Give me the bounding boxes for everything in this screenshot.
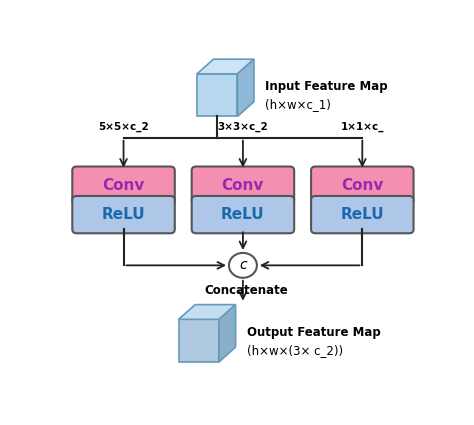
Text: ReLU: ReLU bbox=[221, 207, 265, 222]
Text: 1×1×c_: 1×1×c_ bbox=[340, 122, 384, 132]
FancyBboxPatch shape bbox=[73, 196, 175, 233]
Text: ReLU: ReLU bbox=[102, 207, 146, 222]
Text: Conv: Conv bbox=[102, 178, 145, 193]
Circle shape bbox=[229, 253, 257, 278]
Polygon shape bbox=[237, 59, 254, 116]
FancyBboxPatch shape bbox=[311, 196, 413, 233]
Text: Input Feature Map: Input Feature Map bbox=[265, 80, 388, 94]
Text: (h×w×c_1): (h×w×c_1) bbox=[265, 99, 331, 111]
Text: Conv: Conv bbox=[341, 178, 383, 193]
Polygon shape bbox=[219, 305, 236, 362]
Text: c: c bbox=[239, 258, 247, 272]
Text: Concatenate: Concatenate bbox=[205, 284, 289, 297]
Polygon shape bbox=[197, 59, 254, 74]
FancyBboxPatch shape bbox=[191, 167, 294, 204]
Polygon shape bbox=[197, 74, 237, 116]
Text: Output Feature Map: Output Feature Map bbox=[246, 326, 380, 339]
Polygon shape bbox=[179, 319, 219, 362]
FancyBboxPatch shape bbox=[73, 167, 175, 204]
FancyBboxPatch shape bbox=[191, 196, 294, 233]
Text: 5×5×c_2: 5×5×c_2 bbox=[98, 122, 149, 132]
Text: ReLU: ReLU bbox=[340, 207, 384, 222]
Text: (h×w×(3× c_2)): (h×w×(3× c_2)) bbox=[246, 344, 343, 357]
Text: 3×3×c_2: 3×3×c_2 bbox=[218, 122, 268, 132]
Polygon shape bbox=[179, 305, 236, 319]
Text: Conv: Conv bbox=[222, 178, 264, 193]
FancyBboxPatch shape bbox=[311, 167, 413, 204]
